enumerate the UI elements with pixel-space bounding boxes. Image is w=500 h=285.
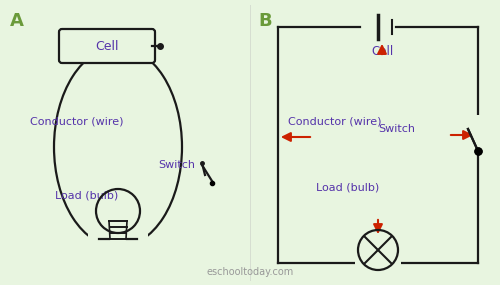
Bar xyxy=(355,256,401,266)
Text: A: A xyxy=(10,12,24,30)
Text: Switch: Switch xyxy=(158,160,195,170)
Bar xyxy=(475,115,481,153)
Text: B: B xyxy=(258,12,272,30)
Text: eschooltoday.com: eschooltoday.com xyxy=(206,267,294,277)
Text: Load (bulb): Load (bulb) xyxy=(316,182,380,192)
Text: Conductor (wire): Conductor (wire) xyxy=(288,117,382,127)
Text: Cell: Cell xyxy=(371,45,393,58)
Text: Switch: Switch xyxy=(378,124,415,134)
Text: Conductor (wire): Conductor (wire) xyxy=(30,117,124,127)
Text: Cell: Cell xyxy=(95,40,119,52)
Bar xyxy=(57,26,177,62)
FancyBboxPatch shape xyxy=(59,29,155,63)
Bar xyxy=(88,223,148,253)
Text: Load (bulb): Load (bulb) xyxy=(55,190,118,200)
